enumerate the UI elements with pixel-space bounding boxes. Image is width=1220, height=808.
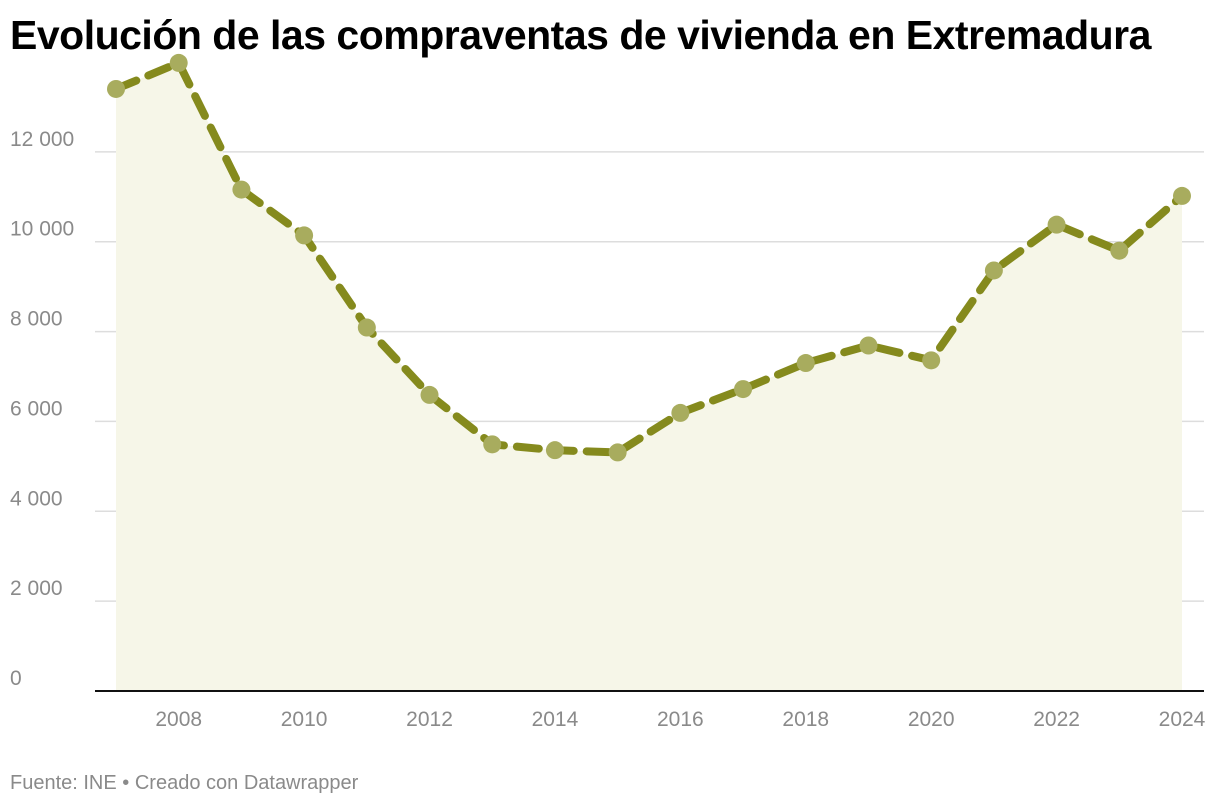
y-tick-label-4000: 4 000	[10, 487, 63, 510]
area-fill	[116, 62, 1182, 692]
data-point-2024	[1173, 186, 1191, 205]
chart-title: Evolución de las compraventas de viviend…	[10, 12, 1151, 58]
data-point-2022	[1047, 215, 1066, 234]
x-tick-label-2014: 2014	[532, 708, 579, 731]
x-tick-label-2016: 2016	[657, 708, 704, 731]
data-point-2023	[1110, 241, 1129, 260]
x-tick-labels: 2008 2010 2012 2014 2016 2018 2020 2022 2024	[155, 708, 1205, 731]
x-tick-label-2024: 2024	[1159, 708, 1206, 731]
y-tick-label-2000: 2 000	[10, 577, 63, 600]
x-tick-label-2020: 2020	[908, 708, 955, 731]
data-point-2018	[796, 354, 815, 373]
footer: Fuente: INE • Creado con Datawrapper	[10, 772, 358, 795]
data-point-2021	[984, 261, 1003, 280]
credit-text: Creado con Datawrapper	[134, 772, 359, 794]
x-tick-label-2008: 2008	[155, 708, 202, 731]
data-point-2012	[420, 385, 439, 404]
markers-layer	[107, 53, 1191, 462]
data-point-2014	[545, 441, 564, 460]
data-point-2009	[232, 180, 251, 199]
footer-separator: •	[122, 772, 130, 794]
data-point-2020	[922, 351, 941, 370]
series-line	[112, 58, 1186, 457]
y-tick-label-6000: 6 000	[10, 397, 63, 420]
data-point-2011	[357, 318, 376, 337]
data-point-2007	[107, 79, 125, 98]
x-tick-label-2022: 2022	[1033, 708, 1080, 731]
data-point-2019	[859, 336, 878, 355]
data-point-2017	[734, 380, 753, 399]
data-point-2010	[295, 226, 314, 245]
y-tick-label-12000: 12 000	[10, 128, 74, 151]
x-tick-label-2010: 2010	[281, 708, 328, 731]
y-tick-labels: 0 2 000 4 000 6 000 8 000 10 000 12 000	[10, 128, 74, 690]
source-text: Fuente: INE	[10, 772, 117, 794]
data-point-2016	[671, 403, 690, 422]
x-tick-label-2018: 2018	[782, 708, 829, 731]
data-point-2015	[608, 443, 627, 462]
y-tick-label-8000: 8 000	[10, 308, 63, 331]
x-tick-label-2012: 2012	[406, 708, 453, 731]
y-tick-label-10000: 10 000	[10, 218, 74, 241]
y-tick-label-0: 0	[10, 667, 22, 690]
data-point-2013	[483, 435, 502, 454]
series-line-layer	[112, 58, 1186, 457]
data-point-2008	[169, 53, 188, 72]
area-fill-layer	[116, 62, 1182, 692]
